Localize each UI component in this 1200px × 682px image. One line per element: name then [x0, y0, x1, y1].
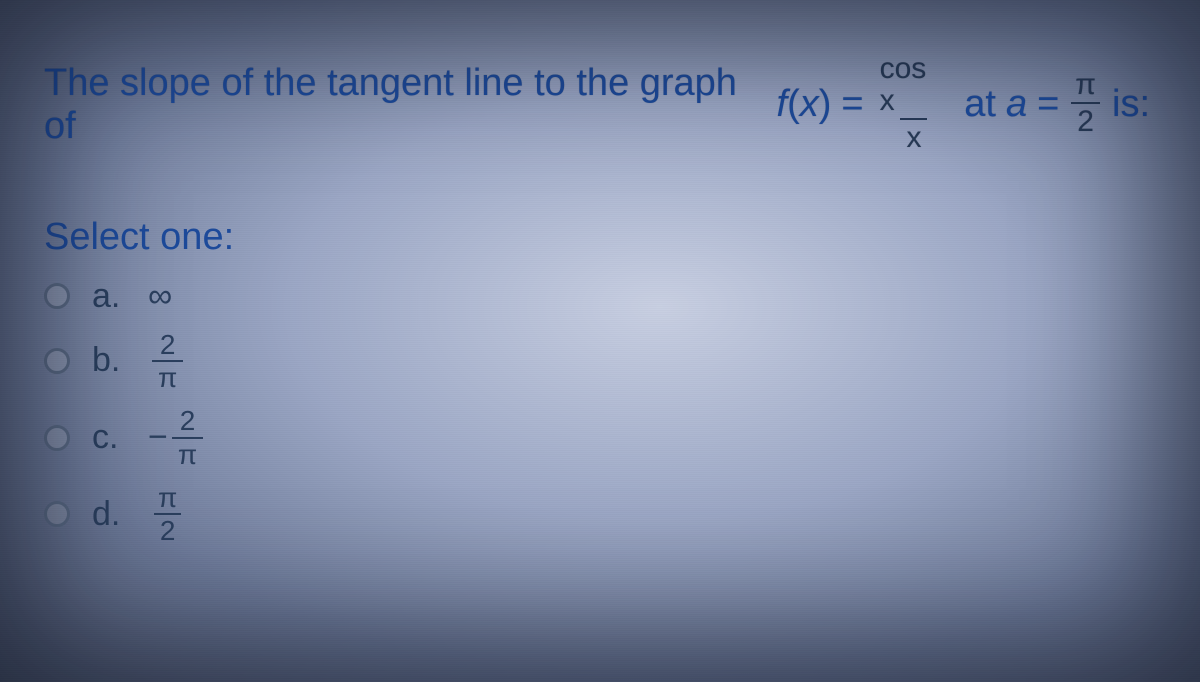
radio-icon[interactable] [44, 425, 70, 451]
neg-sign: − [148, 418, 168, 457]
equals-sign-1: = [841, 83, 863, 127]
func-arg: x [800, 83, 819, 125]
fraction-den: x [900, 118, 927, 154]
fraction-den: π [152, 360, 183, 392]
fraction-den: 2 [154, 513, 182, 545]
fraction-num: π [1069, 69, 1102, 103]
option-c[interactable]: c. − 2 π [44, 406, 1150, 469]
var-a: a [1006, 83, 1027, 127]
option-fraction: 2 π [152, 330, 183, 393]
option-letter: d. [92, 495, 126, 534]
select-one-label: Select one: [44, 216, 1150, 259]
option-value: π 2 [148, 483, 183, 546]
option-letter: b. [92, 341, 126, 380]
fraction-num: cos x [874, 53, 955, 118]
options-list: a. ∞ b. 2 π c. − 2 π [44, 277, 1150, 546]
fraction-num: 2 [174, 406, 202, 436]
radio-icon[interactable] [44, 348, 70, 374]
equals-sign-2: = [1037, 83, 1059, 127]
option-value: − 2 π [148, 406, 203, 469]
fraction-num: π [152, 483, 183, 513]
fraction-den: π [172, 437, 203, 469]
question-mid: at [964, 83, 996, 127]
option-fraction: π 2 [152, 483, 183, 546]
option-d[interactable]: d. π 2 [44, 483, 1150, 546]
radio-icon[interactable] [44, 501, 70, 527]
question-suffix: is: [1112, 83, 1150, 127]
quiz-question-page: The slope of the tangent line to the gra… [0, 0, 1200, 682]
question-prefix: The slope of the tangent line to the gra… [44, 62, 767, 149]
option-letter: a. [92, 277, 126, 316]
question-stem: The slope of the tangent line to the gra… [44, 55, 1150, 156]
fraction-num: 2 [154, 330, 182, 360]
radio-icon[interactable] [44, 283, 70, 309]
option-letter: c. [92, 418, 126, 457]
fraction-pi-over-2: π 2 [1069, 69, 1102, 138]
option-fraction: 2 π [172, 406, 203, 469]
fraction-den: 2 [1071, 102, 1100, 138]
fraction-cosx-over-x: cos x x [874, 53, 955, 154]
option-value: ∞ [148, 277, 172, 316]
option-value: 2 π [148, 330, 183, 393]
option-a[interactable]: a. ∞ [44, 277, 1150, 316]
func-name: f [777, 83, 788, 125]
option-b[interactable]: b. 2 π [44, 330, 1150, 393]
question-func: f(x) [777, 83, 832, 127]
